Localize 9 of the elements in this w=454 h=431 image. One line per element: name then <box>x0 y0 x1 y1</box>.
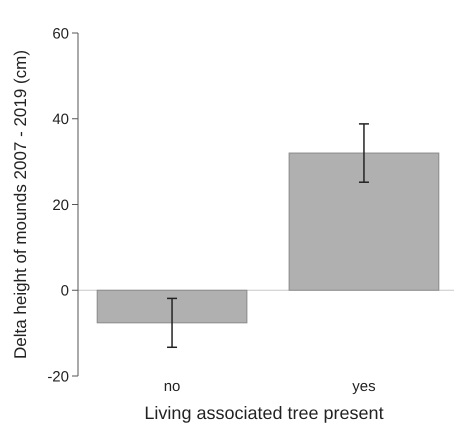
y-tick-label: 20 <box>52 196 69 214</box>
x-tick-label: yes <box>352 378 376 395</box>
y-tick-label: 60 <box>52 25 69 42</box>
y-axis-title: Delta height of mounds 2007 - 2019 (cm) <box>11 50 30 360</box>
y-tick-label: 40 <box>52 111 69 128</box>
y-tick-label: 0 <box>60 282 69 300</box>
y-tick-label: -20 <box>47 368 69 386</box>
x-tick-label: no <box>164 378 180 395</box>
x-axis-title: Living associated tree present <box>144 403 384 423</box>
